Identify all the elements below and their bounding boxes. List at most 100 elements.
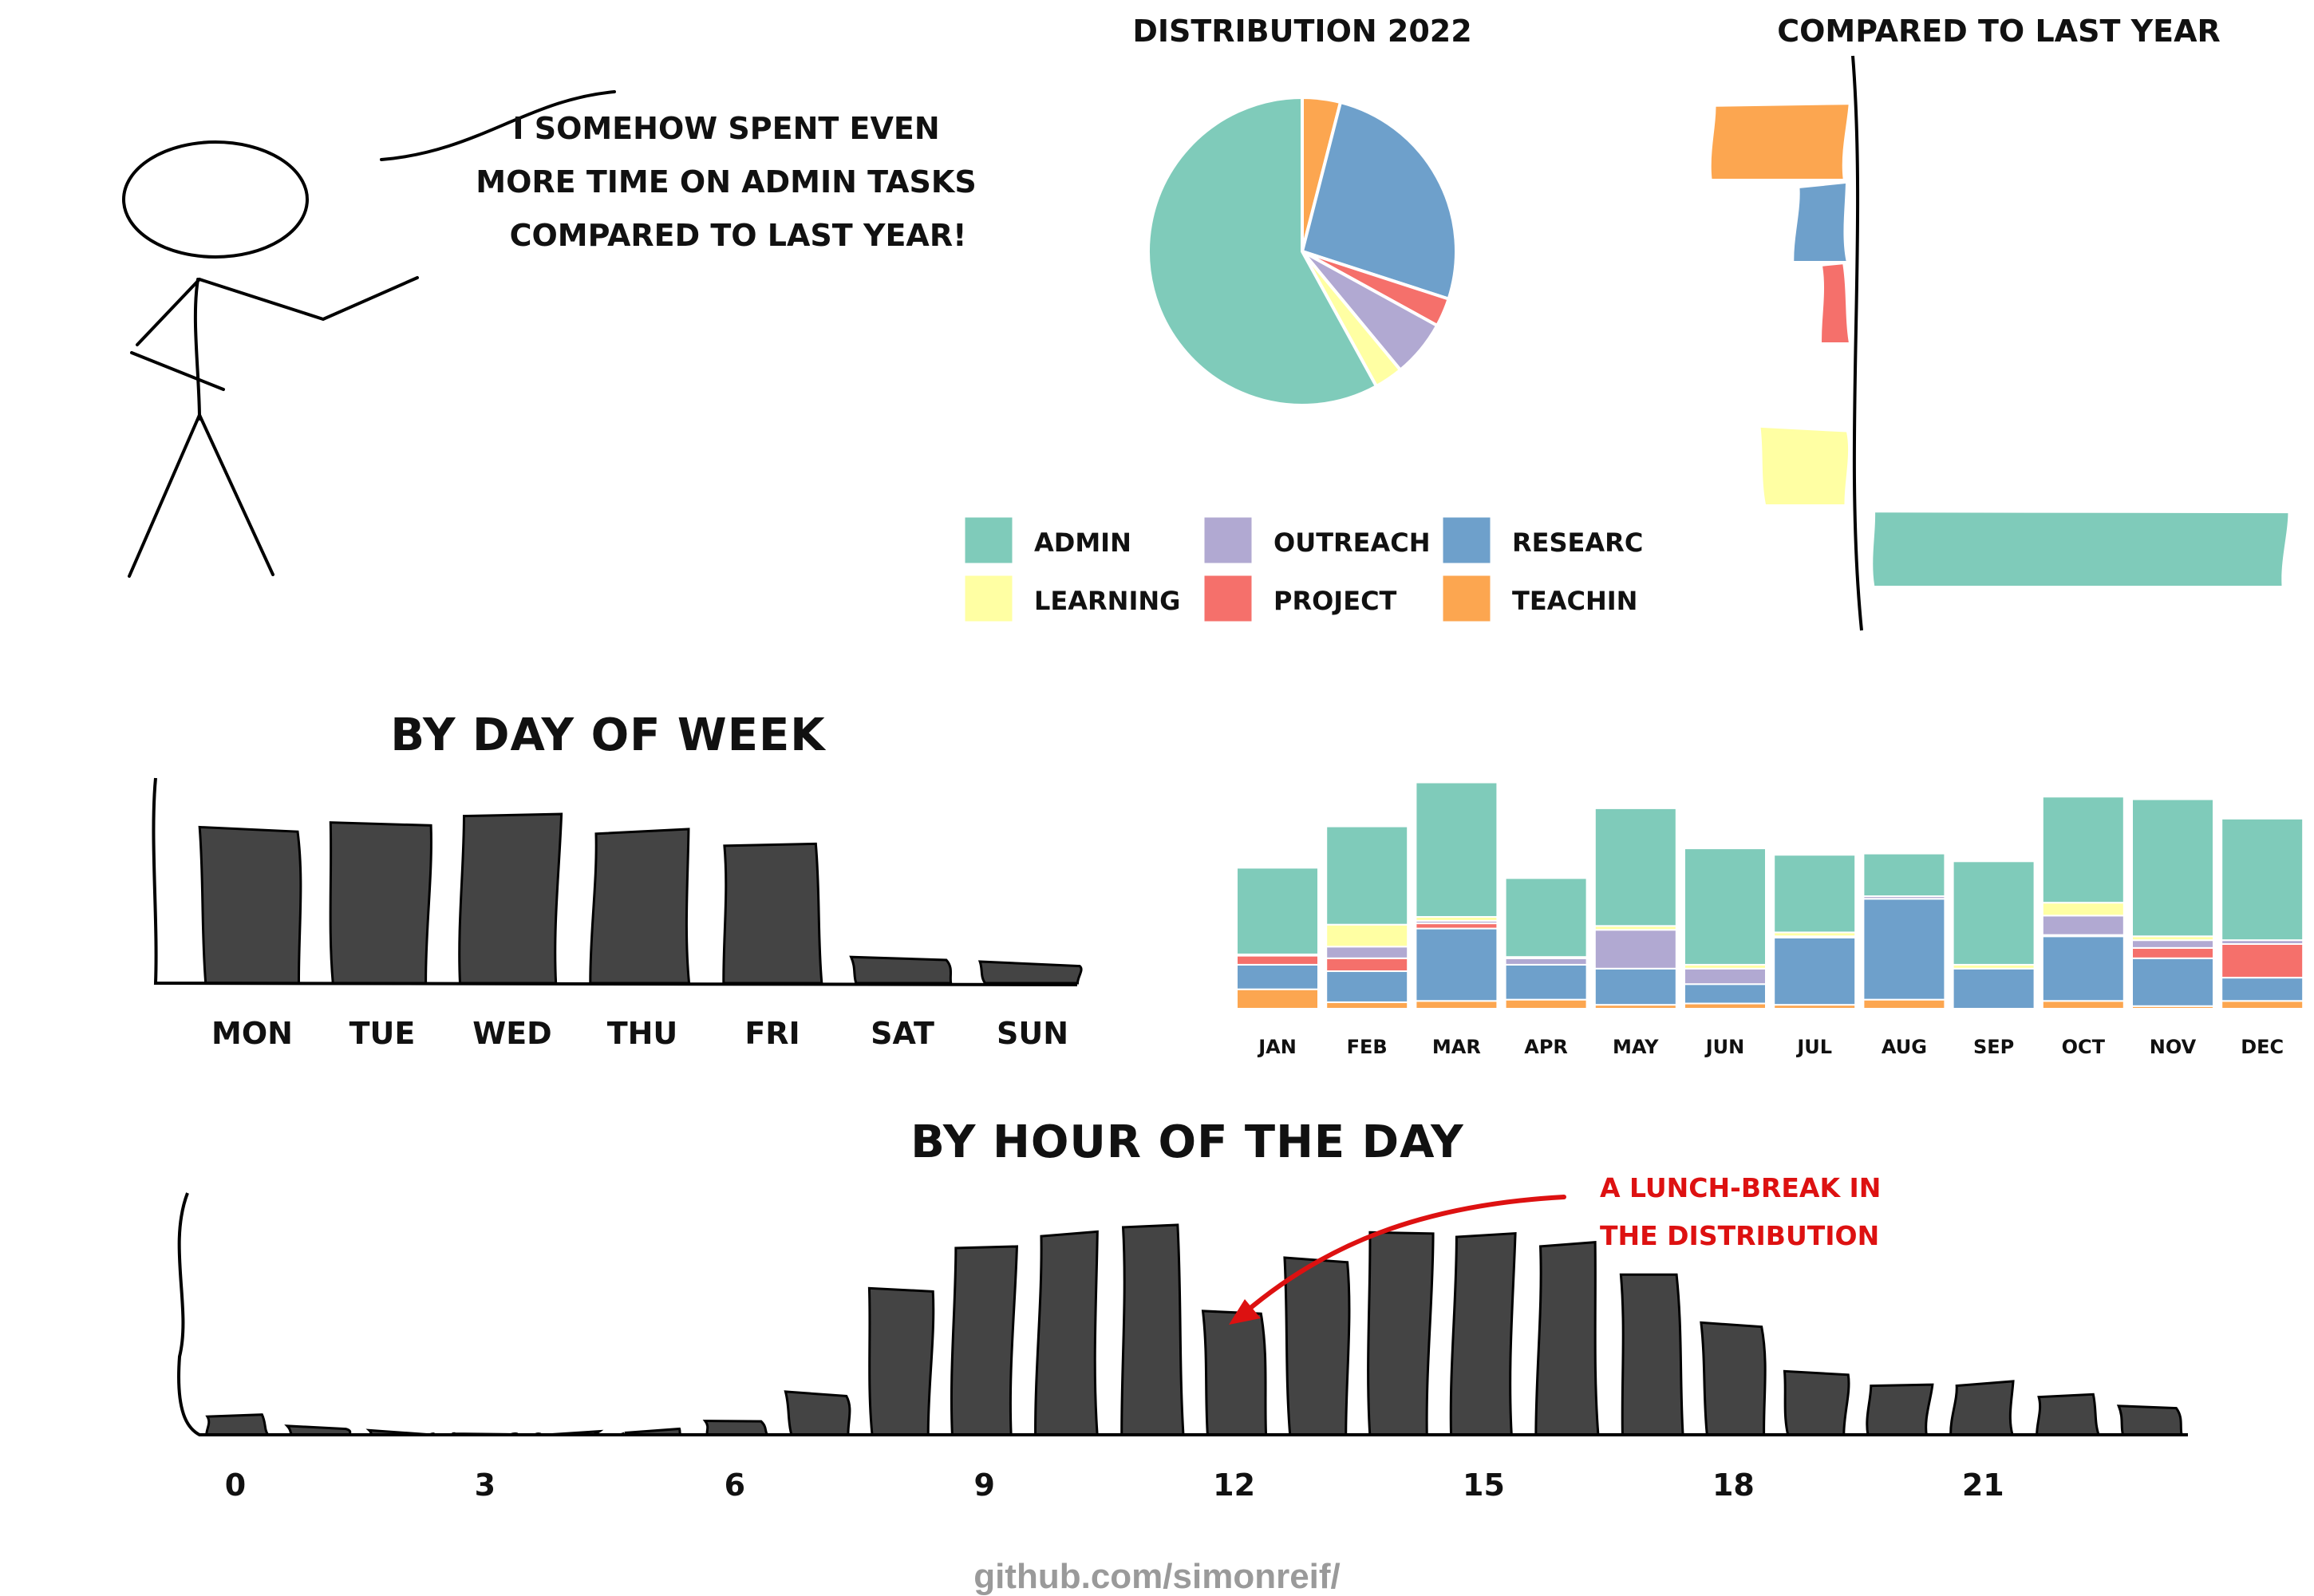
month-tick-jun: JUN (1704, 1036, 1745, 1058)
footer-link[interactable]: github.com/simonreif/ (973, 1557, 1341, 1596)
hour-bar-11 (1120, 1223, 1185, 1436)
hour-bar-15 (1449, 1231, 1517, 1436)
change-bar-project (1822, 264, 1849, 342)
hour-bar-19 (1783, 1369, 1850, 1436)
month-seg-jul-research (1773, 936, 1857, 1006)
weekday-bar-sat (849, 955, 953, 985)
hour-bar-18 (1700, 1321, 1767, 1436)
weekday-bar-sun (977, 960, 1083, 985)
month-seg-mar-teaching (1415, 1000, 1499, 1010)
month-seg-nov-outreach (2131, 939, 2214, 949)
hour-bar-9 (950, 1245, 1019, 1436)
hourly-axes (177, 1192, 2188, 1436)
change-title: COMPARED TO LAST YEAR (1777, 14, 2221, 49)
weekday-bar-thu (589, 828, 691, 985)
legend-label-research: RESEARC (1512, 527, 1643, 558)
change-bar-admin (1873, 512, 2288, 586)
hour-bar-20 (1866, 1383, 1934, 1436)
hour-bar-16 (1534, 1240, 1600, 1436)
hour-bar-23 (2116, 1404, 2183, 1436)
hourly-title: BY HOUR OF THE DAY (910, 1116, 1464, 1168)
change-bar-teaching (1711, 105, 1849, 179)
legend-label-teaching: TEACHIN (1512, 586, 1637, 616)
weekday-tick-tue: TUE (349, 1016, 416, 1051)
month-tick-sep: SEP (1973, 1036, 2014, 1058)
monthly-chart: JAN FEB MAR APR MAY JUN JUL AUG SEP OCT NOV DEC (1236, 781, 2304, 1058)
legend-swatch-teaching (1440, 573, 1493, 624)
hour-tick-15: 15 (1463, 1468, 1505, 1503)
month-seg-sep-admin (1952, 860, 2036, 966)
hour-bar-0 (205, 1413, 270, 1436)
change-bar-learning (1760, 427, 1849, 504)
legend-swatch-project (1202, 573, 1254, 624)
month-seg-dec-teaching (2221, 1000, 2304, 1010)
month-seg-mar-research (1415, 927, 1499, 1002)
weekday-bar-tue (329, 821, 432, 985)
month-seg-aug-teaching (1862, 998, 1946, 1010)
legend-swatch-admin (962, 515, 1015, 566)
weekday-bar-mon (198, 825, 302, 985)
month-tick-oct: OCT (2062, 1036, 2106, 1058)
speech-line: I SOMEHOW SPENT EVEN (512, 111, 939, 146)
month-seg-oct-admin (2041, 796, 2125, 904)
hour-bar-6 (702, 1420, 770, 1436)
legend-swatch-research (1440, 515, 1493, 566)
pie-slice-research (1300, 100, 1458, 302)
hour-bar-17 (1619, 1273, 1684, 1436)
weekday-chart: MON TUE WED THU FRI SAT SUN (198, 812, 1083, 1051)
month-seg-apr-research (1504, 963, 1588, 1001)
pie-slice-admin (1147, 95, 1379, 407)
month-seg-apr-teaching (1504, 998, 1588, 1010)
legend-label-learning: LEARNING (1034, 586, 1180, 616)
month-tick-feb: FEB (1347, 1036, 1388, 1058)
speech-line: COMPARED TO LAST YEAR! (510, 218, 967, 253)
month-seg-feb-research (1325, 970, 1409, 1003)
pie-title: DISTRIBUTION 2022 (1132, 14, 1471, 49)
month-seg-oct-learning (2041, 902, 2125, 917)
hour-bar-22 (2036, 1393, 2101, 1436)
weekday-axes (152, 777, 1078, 986)
month-seg-nov-project (2131, 946, 2214, 959)
month-tick-may: MAY (1613, 1036, 1659, 1058)
month-seg-feb-learning (1325, 923, 1409, 948)
legend-label-project: PROJECT (1273, 586, 1397, 616)
month-seg-dec-project (2221, 943, 2304, 979)
month-seg-feb-outreach (1325, 946, 1409, 959)
month-tick-mar: MAR (1432, 1036, 1481, 1058)
month-seg-oct-outreach (2041, 915, 2125, 936)
annotation-line: THE DISTRIBUTION (1600, 1220, 1879, 1251)
hour-bar-13 (1283, 1256, 1351, 1436)
weekday-bar-wed (458, 812, 563, 985)
weekday-tick-fri: FRI (744, 1016, 800, 1051)
month-tick-dec: DEC (2241, 1036, 2284, 1058)
month-seg-nov-admin (2131, 798, 2214, 938)
speech-text: I SOMEHOW SPENT EVEN MORE TIME ON ADMIN … (476, 111, 976, 253)
month-tick-nov: NOV (2150, 1036, 2197, 1058)
lunch-annotation: A LUNCH-BREAK IN THE DISTRIBUTION (1229, 1172, 1881, 1325)
month-tick-apr: APR (1524, 1036, 1568, 1058)
month-tick-jan: JAN (1257, 1036, 1297, 1058)
month-seg-feb-teaching (1325, 1001, 1409, 1010)
month-seg-feb-project (1325, 957, 1409, 973)
speech-line: MORE TIME ON ADMIN TASKS (476, 164, 976, 200)
month-seg-oct-research (2041, 935, 2125, 1002)
weekday-title: BY DAY OF WEEK (390, 709, 827, 761)
change-bar-research (1794, 184, 1846, 261)
hour-tick-18: 18 (1712, 1468, 1755, 1503)
hourly-chart: 0 3 6 9 12 15 18 21 (205, 1223, 2183, 1503)
month-seg-jul-admin (1773, 854, 1857, 934)
change-zero-axis (1851, 55, 1863, 631)
weekday-bar-fri (722, 842, 823, 985)
hour-tick-3: 3 (475, 1468, 496, 1503)
change-chart (1711, 105, 2288, 586)
hour-tick-0: 0 (225, 1468, 246, 1503)
month-seg-mar-admin (1415, 781, 1499, 918)
month-seg-jun-research (1684, 983, 1767, 1005)
month-seg-feb-admin (1325, 825, 1409, 926)
hour-bar-8 (867, 1286, 935, 1436)
month-seg-aug-admin (1862, 852, 1946, 898)
legend: ADMIN LEARNING OUTREACH PROJECT RESEARC TEACH… (962, 515, 1643, 624)
month-seg-jun-admin (1684, 847, 1767, 966)
month-seg-dec-research (2221, 977, 2304, 1002)
hour-bar-10 (1034, 1230, 1099, 1436)
